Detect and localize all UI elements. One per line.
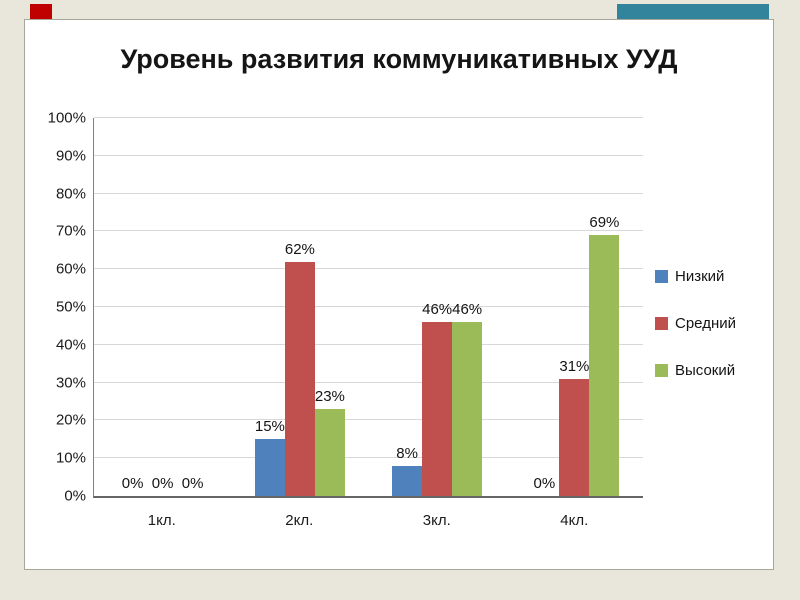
chart-body: 100% 90% 80% 70% 60% 50% 40% 30% 20% 10% 0% 0% 0% 0%… bbox=[43, 110, 759, 530]
gridline bbox=[94, 117, 643, 118]
y-axis: 100% 90% 80% 70% 60% 50% 40% 30% 20% 10% 0% bbox=[43, 110, 93, 505]
chart-panel: Уровень развития коммуникативных УУД 100… bbox=[24, 19, 774, 570]
y-tick-label: 0% bbox=[64, 487, 86, 505]
gridline bbox=[94, 154, 643, 156]
x-axis-label: 4кл. bbox=[560, 512, 589, 529]
legend-swatch bbox=[655, 317, 668, 330]
bar-wrap: 62% bbox=[285, 118, 315, 496]
bar-wrap: 31% bbox=[559, 118, 589, 496]
bar-value-label: 0% bbox=[121, 475, 144, 492]
y-tick-label: 20% bbox=[55, 411, 86, 429]
bar-value-label: 69% bbox=[589, 214, 620, 232]
bar-value-label: 23% bbox=[314, 388, 345, 406]
bar-Высокий-2кл. bbox=[314, 409, 345, 496]
plot-area: 0% 0% 0% 15% 62% 23% 8% 46% 46% 0% 31% 69% bbox=[93, 117, 643, 498]
decoration-red-square bbox=[30, 4, 52, 19]
gridline bbox=[94, 419, 643, 421]
y-tick-label: 60% bbox=[55, 260, 86, 278]
bar-groups: 0% 0% 0% 15% 62% 23% 8% 46% 46% 0% 31% 69% bbox=[94, 118, 643, 496]
y-tick-label: 70% bbox=[55, 222, 86, 240]
legend: Низкий Средний Высокий bbox=[643, 118, 759, 529]
bar-value-label: 0% bbox=[151, 475, 174, 492]
bar-value-label: 8% bbox=[396, 444, 418, 462]
x-axis: 1кл. 2кл. 3кл. 4кл. bbox=[93, 498, 643, 529]
bar-wrap: 46% bbox=[422, 118, 452, 496]
legend-label: Средний bbox=[675, 315, 736, 332]
gridline bbox=[94, 381, 643, 383]
bar-Низкий-2кл. bbox=[254, 439, 285, 496]
y-tick-label: 90% bbox=[55, 147, 86, 165]
gridline bbox=[94, 457, 643, 459]
bar-Высокий-3кл. bbox=[452, 322, 483, 496]
bar-wrap: 46% bbox=[452, 118, 482, 496]
bar-wrap: 23% bbox=[315, 118, 345, 496]
gridline bbox=[94, 306, 643, 307]
bar-wrap: 69% bbox=[589, 118, 619, 496]
bar-value-label: 46% bbox=[452, 301, 483, 319]
bar-Низкий-3кл. bbox=[392, 465, 423, 496]
y-tick-label: 30% bbox=[55, 374, 86, 392]
gridline bbox=[94, 268, 643, 270]
bar-wrap: 0% bbox=[529, 118, 559, 496]
bar-value-label: 0% bbox=[181, 475, 204, 492]
bar-wrap: 0% bbox=[148, 118, 178, 496]
bar-Средний-2кл. bbox=[284, 261, 315, 496]
bar-Высокий-4кл. bbox=[589, 235, 620, 496]
x-axis-label: 2кл. bbox=[285, 512, 314, 529]
decoration-teal-bar bbox=[617, 4, 769, 19]
legend-swatch bbox=[655, 270, 668, 283]
legend-swatch bbox=[655, 364, 668, 377]
gridline bbox=[94, 192, 643, 194]
y-tick-label: 10% bbox=[55, 449, 86, 467]
bar-value-label: 62% bbox=[284, 240, 315, 258]
legend-item-Средний: Средний bbox=[655, 315, 759, 332]
gridline bbox=[94, 230, 643, 232]
gridline bbox=[94, 343, 643, 345]
bar-group-1кл.: 0% 0% 0% bbox=[94, 118, 231, 496]
bar-group-4кл.: 0% 31% 69% bbox=[506, 118, 643, 496]
bar-wrap: 8% bbox=[392, 118, 423, 496]
bar-group-3кл.: 8% 46% 46% bbox=[369, 118, 506, 496]
y-tick-label: 40% bbox=[55, 336, 86, 354]
bar-value-label: 0% bbox=[533, 475, 556, 492]
plot-wrap: 0% 0% 0% 15% 62% 23% 8% 46% 46% 0% 31% 69% 1кл. 2кл.… bbox=[93, 117, 643, 529]
legend-item-Высокий: Высокий bbox=[655, 362, 759, 379]
y-tick-label: 50% bbox=[55, 298, 86, 316]
legend-label: Высокий bbox=[675, 362, 736, 379]
bar-wrap: 0% bbox=[118, 118, 148, 496]
x-axis-label: 1кл. bbox=[147, 512, 176, 529]
bar-wrap: 0% bbox=[178, 118, 208, 496]
chart-title: Уровень развития коммуникативных УУД bbox=[120, 44, 678, 74]
bar-group-2кл.: 15% 62% 23% bbox=[231, 118, 368, 496]
legend-label: Низкий bbox=[675, 268, 725, 285]
legend-item-Низкий: Низкий bbox=[655, 268, 759, 285]
y-tick-label: 80% bbox=[55, 185, 86, 203]
bar-wrap: 15% bbox=[255, 118, 285, 496]
bar-value-label: 15% bbox=[254, 418, 285, 436]
y-tick-label: 100% bbox=[47, 109, 86, 127]
bar-Средний-3кл. bbox=[422, 322, 453, 496]
x-axis-label: 3кл. bbox=[422, 512, 451, 529]
bar-value-label: 46% bbox=[422, 301, 453, 319]
bar-value-label: 31% bbox=[559, 357, 590, 375]
bar-Средний-4кл. bbox=[559, 378, 590, 496]
